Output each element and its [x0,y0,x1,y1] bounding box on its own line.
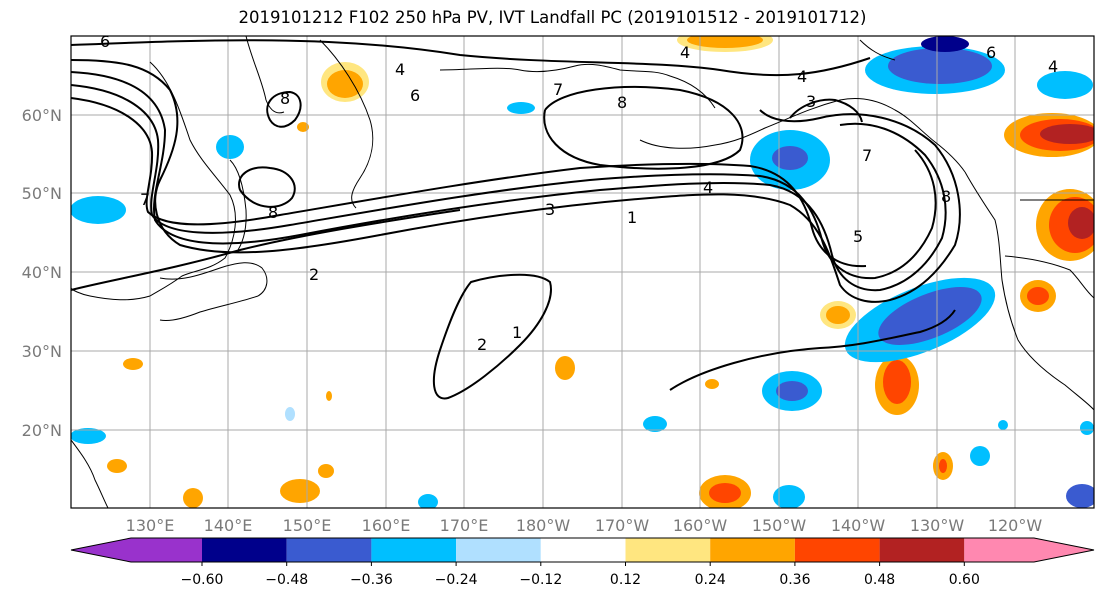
gridlines [71,36,1094,508]
contour-label: 8 [268,203,278,222]
contour-label: 2 [477,335,487,354]
contour-label: 4 [703,178,713,197]
lon-label: 140°W [831,516,886,535]
colorbar-tick-label: 0.12 [610,572,641,588]
contour-label: 1 [627,208,637,227]
contour-label: 5 [853,227,863,246]
colorbar-tick-label: 0.48 [864,572,895,588]
latitude-labels: 60°N 50°N 40°N 30°N 20°N [22,106,62,440]
colorbar-boxes [70,537,1095,563]
lon-label: 160°E [362,516,411,535]
colorbar-segment [71,538,202,562]
colorbar-outline [70,537,1095,563]
contour-label: 8 [280,89,290,108]
positive-anomaly-shading [107,36,1094,508]
negative-anomaly-shading [71,36,1094,508]
coastlines [71,36,1094,508]
contour-label: 8 [617,93,627,112]
longitude-labels: 130°E 140°E 150°E 160°E 170°E 180°W 170°… [126,516,1043,535]
contour-label: 4 [1048,57,1058,76]
map-title: 2019101212 F102 250 hPa PV, IVT Landfall… [238,8,867,27]
colorbar-ticks: −0.60 −0.48 −0.36 −0.24 −0.12 0.12 0.24 0.36 0.4… [181,562,980,588]
lon-label: 180°W [516,516,571,535]
colorbar-segment [794,538,880,562]
colorbar-tick-label: −0.12 [519,572,562,588]
contour-label: 6 [100,32,110,51]
contour-label: 4 [395,60,405,79]
contour-label: 6 [986,43,996,62]
colorbar-segment [879,538,965,562]
contour-label: 2 [309,265,319,284]
colorbar-segment [456,538,541,562]
colorbar-segment [540,538,626,562]
colorbar: −0.60 −0.48 −0.36 −0.24 −0.12 0.12 0.24 0.36 0.4… [70,537,1095,588]
contour-label: 1 [512,323,522,342]
contour-label: 7 [140,190,150,209]
colorbar-segment [202,538,287,562]
lat-label: 50°N [22,184,62,203]
contour-label: 4 [797,67,807,86]
contour-label: 8 [941,187,951,206]
contour-label: 4 [680,43,690,62]
lon-label: 170°W [595,516,650,535]
colorbar-tick-label: 0.24 [695,572,726,588]
lon-label: 120°W [988,516,1043,535]
pv-contours [71,39,961,400]
colorbar-tick-label: −0.48 [265,572,308,588]
lat-label: 20°N [22,421,62,440]
contour-label: 3 [806,92,816,111]
colorbar-tick-label: 0.36 [779,572,810,588]
lon-label: 130°E [126,516,175,535]
lon-label: 130°W [910,516,965,535]
lon-label: 170°E [440,516,489,535]
colorbar-tick-label: 0.60 [949,572,980,588]
colorbar-segment [371,538,457,562]
colorbar-tick-label: −0.36 [350,572,393,588]
lat-label: 60°N [22,106,62,125]
contour-labels: 6 4 4 6 7 8 4 3 8 7 8 7 4 3 1 2 1 2 5 8 … [100,32,1058,354]
lon-label: 150°W [752,516,807,535]
lat-label: 30°N [22,342,62,361]
contour-label: 7 [553,80,563,99]
contour-label: 6 [410,86,420,105]
colorbar-segment [286,538,372,562]
lon-label: 160°W [673,516,728,535]
lon-label: 150°E [283,516,332,535]
colorbar-tick-label: −0.60 [181,572,224,588]
contour-label: 7 [862,146,872,165]
map-frame [70,35,1095,509]
colorbar-segment [625,538,711,562]
lat-label: 40°N [22,263,62,282]
colorbar-tick-label: −0.24 [435,572,478,588]
colorbar-segment [710,538,795,562]
lon-label: 140°E [204,516,253,535]
colorbar-segment [964,538,1094,562]
contour-label: 3 [545,200,555,219]
